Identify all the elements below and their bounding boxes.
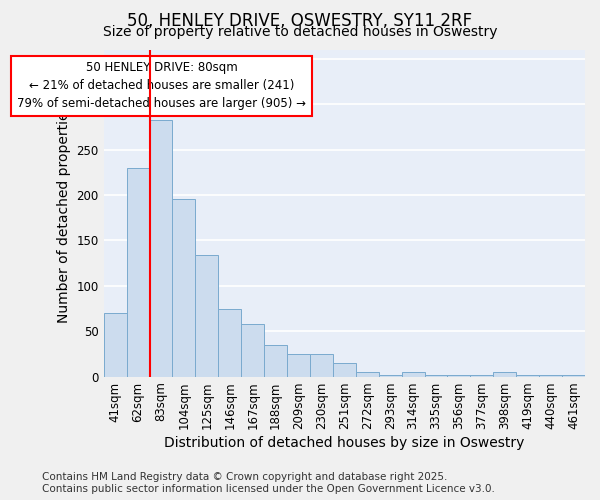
Bar <box>333 363 356 376</box>
Bar <box>149 120 172 376</box>
Bar <box>287 354 310 376</box>
Text: 50 HENLEY DRIVE: 80sqm
← 21% of detached houses are smaller (241)
79% of semi-de: 50 HENLEY DRIVE: 80sqm ← 21% of detached… <box>17 62 306 110</box>
Bar <box>196 255 218 376</box>
Y-axis label: Number of detached properties: Number of detached properties <box>57 104 71 322</box>
Text: Size of property relative to detached houses in Oswestry: Size of property relative to detached ho… <box>103 25 497 39</box>
Bar <box>379 375 401 376</box>
Bar <box>356 372 379 376</box>
Bar <box>127 168 149 376</box>
Bar <box>562 375 585 376</box>
Bar <box>172 199 196 376</box>
Bar <box>218 308 241 376</box>
Bar <box>448 375 470 376</box>
Bar <box>241 324 264 376</box>
Bar <box>516 375 539 376</box>
Bar <box>401 372 425 376</box>
Bar <box>310 354 333 376</box>
Bar <box>493 372 516 376</box>
Bar <box>539 375 562 376</box>
Bar <box>425 375 448 376</box>
Bar <box>104 313 127 376</box>
Text: 50, HENLEY DRIVE, OSWESTRY, SY11 2RF: 50, HENLEY DRIVE, OSWESTRY, SY11 2RF <box>127 12 473 30</box>
X-axis label: Distribution of detached houses by size in Oswestry: Distribution of detached houses by size … <box>164 436 524 450</box>
Bar <box>470 375 493 376</box>
Bar <box>264 345 287 376</box>
Text: Contains HM Land Registry data © Crown copyright and database right 2025.
Contai: Contains HM Land Registry data © Crown c… <box>42 472 495 494</box>
